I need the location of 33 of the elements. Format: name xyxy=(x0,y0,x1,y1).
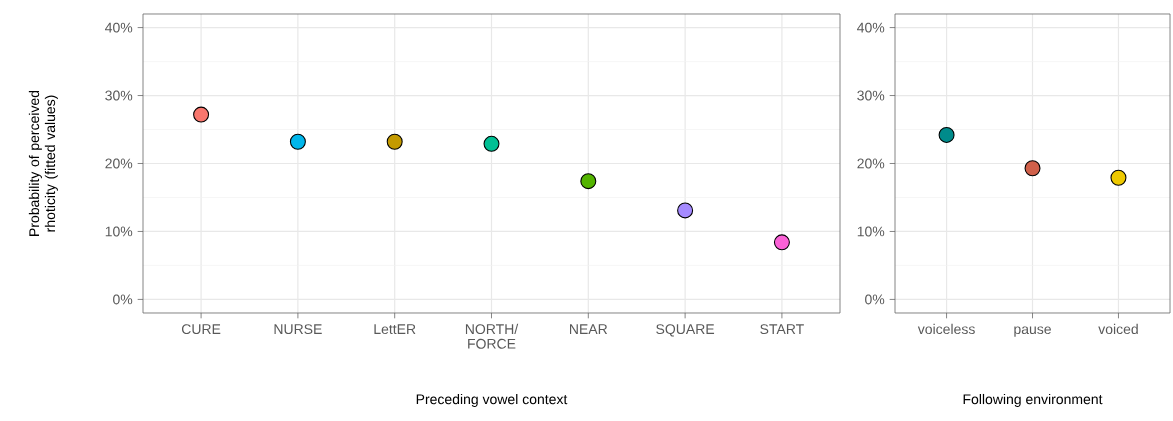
point xyxy=(677,202,694,219)
y-tick-label: 0% xyxy=(865,294,885,305)
x-tick-label: START xyxy=(760,324,804,335)
y-tick-label: 0% xyxy=(113,294,133,305)
y-tick-label: 40% xyxy=(857,22,885,33)
x-axis-title: Preceding vowel context xyxy=(416,393,568,407)
y-tick-label: 20% xyxy=(857,158,885,169)
point xyxy=(1024,160,1041,177)
y-tick-label: 40% xyxy=(105,22,133,33)
y-tick-label: 30% xyxy=(105,90,133,101)
x-tick-label: LettER xyxy=(374,324,416,335)
y-tick-label: 30% xyxy=(857,90,885,101)
y-tick-label: 10% xyxy=(105,226,133,237)
x-tick-label: pause xyxy=(1014,326,1051,337)
y-axis-title: Probability of perceived rhoticity (fitted values) xyxy=(28,90,58,236)
y-tick-label: 20% xyxy=(105,158,133,169)
point xyxy=(773,234,790,251)
x-tick-label: voiced xyxy=(1098,323,1138,335)
point xyxy=(386,133,403,150)
x-tick-label: NEAR xyxy=(570,324,608,334)
point xyxy=(483,135,500,152)
point xyxy=(289,133,306,150)
x-tick-label: voiceless xyxy=(917,323,975,335)
y-tick-label: 10% xyxy=(857,226,885,237)
point xyxy=(938,126,955,143)
point xyxy=(193,106,210,123)
point xyxy=(1110,169,1127,186)
point xyxy=(580,173,597,190)
x-tick-label: SQUARE xyxy=(656,324,715,337)
x-axis-title: Following environment xyxy=(963,393,1103,407)
x-tick-label: NORTH/ FORCE xyxy=(465,323,519,349)
x-tick-label: NURSE xyxy=(274,324,322,335)
x-tick-label: CURE xyxy=(181,324,221,335)
